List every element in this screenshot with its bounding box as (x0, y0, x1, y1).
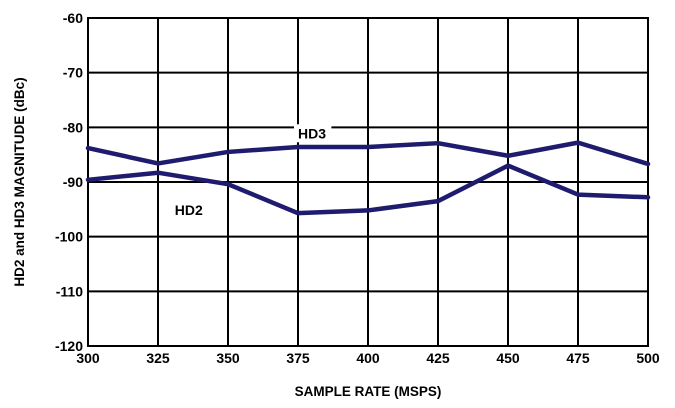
series-label-bg-hd2 (170, 200, 209, 219)
y-axis-title: HD2 and HD3 MAGNITUDE (dBc) (12, 77, 27, 286)
data-series (85, 140, 651, 216)
x-tick-label: 375 (286, 350, 310, 366)
y-tick-label: -60 (63, 10, 83, 26)
x-tick-label: 475 (566, 350, 590, 366)
y-tick-label: -110 (56, 283, 83, 299)
y-tick-label: -70 (63, 65, 83, 81)
grid-lines (87, 17, 649, 347)
x-tick-label: 450 (496, 350, 520, 366)
x-tick-label: 325 (146, 350, 170, 366)
series-line-hd2 (85, 163, 651, 216)
y-tick-label: -90 (63, 174, 83, 190)
y-tick-labels: -60 -70 -80 -90 -100 -110 -120 (55, 10, 83, 354)
series-line-hd3 (85, 140, 651, 167)
y-tick-label: -100 (55, 229, 83, 245)
y-tick-label: -80 (63, 119, 83, 135)
x-tick-label: 300 (76, 350, 100, 366)
x-tick-label: 400 (356, 350, 380, 366)
x-tick-label: 500 (636, 350, 660, 366)
series-label-hd3: HD3 (298, 125, 326, 141)
x-axis-title: SAMPLE RATE (MSPS) (295, 384, 442, 399)
x-tick-labels: 300 325 350 375 400 425 450 475 500 (76, 350, 660, 366)
x-tick-label: 350 (216, 350, 240, 366)
x-tick-label: 425 (426, 350, 450, 366)
series-label-hd2: HD2 (175, 202, 203, 218)
series-labels: HD3 HD2 (170, 124, 332, 219)
y-tick-label: -120 (55, 338, 83, 354)
series-label-bg-hd3 (294, 124, 332, 143)
